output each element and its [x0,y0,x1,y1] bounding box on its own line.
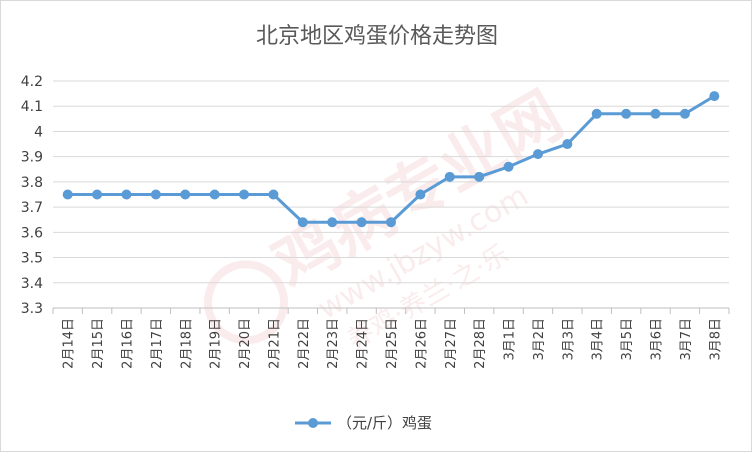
x-tick-label: 2月19日 [209,318,224,369]
data-point[interactable] [474,171,485,182]
data-point[interactable] [709,91,720,102]
y-tick-label: 3.6 [21,225,43,241]
x-tick-label: 2月22日 [297,318,312,369]
x-tick-label: 3月8日 [708,318,723,361]
x-tick-label: 3月3日 [561,318,576,361]
series [62,91,720,228]
y-tick-label: 4.1 [21,99,43,115]
x-tick-label: 3月4日 [591,318,606,361]
data-point[interactable] [62,189,73,200]
x-tick-label: 2月25日 [385,318,400,369]
x-tick-label: 2月27日 [444,318,459,369]
chart-title: 北京地区鸡蛋价格走势图 [256,24,498,49]
y-axis-ticks: 3.3 3.4 3.5 3.6 3.7 3.8 3.9 4 4.1 4.2 [21,74,43,317]
x-tick-label: 2月18日 [179,318,194,369]
data-point[interactable] [591,108,602,119]
data-point[interactable] [239,189,250,200]
x-tick-label: 3月5日 [620,318,635,361]
data-point[interactable] [503,161,514,172]
data-point[interactable] [150,189,161,200]
x-tick-label: 2月21日 [267,318,282,369]
y-tick-label: 3.4 [21,276,43,292]
data-point[interactable] [297,217,308,228]
data-point[interactable] [562,139,573,150]
x-tick-label: 2月14日 [62,318,77,369]
data-point[interactable] [650,108,661,119]
x-tick-label: 2月26日 [414,318,429,369]
y-tick-label: 3.5 [21,251,43,267]
y-tick-label: 4.2 [21,74,43,90]
x-tick-label: 2月23日 [326,318,341,369]
x-tick-label: 2月20日 [238,318,253,369]
x-tick-label: 3月1日 [503,318,518,361]
data-point[interactable] [268,189,279,200]
data-point[interactable] [621,108,632,119]
x-tick-label: 2月28日 [473,318,488,369]
data-point[interactable] [121,189,132,200]
y-tick-label: 4 [34,124,43,140]
y-tick-label: 3.8 [21,175,43,191]
data-point[interactable] [444,171,455,182]
data-point[interactable] [92,189,103,200]
data-point[interactable] [532,149,543,160]
y-tick-label: 3.7 [21,200,43,216]
x-tick-label: 3月6日 [650,318,665,361]
x-tick-label: 3月7日 [679,318,694,361]
y-tick-label: 3.3 [21,301,43,317]
data-point[interactable] [679,108,690,119]
x-tick-label: 3月2日 [532,318,547,361]
x-tick-label: 2月15日 [91,318,106,369]
data-point[interactable] [180,189,191,200]
legend[interactable]: （元/斤）鸡蛋 [295,414,432,432]
legend-marker-icon [308,418,318,428]
data-point[interactable] [386,217,396,228]
data-point[interactable] [327,217,338,228]
data-point[interactable] [415,189,426,200]
x-tick-label: 2月17日 [150,318,165,369]
x-axis-ticks: 2月14日 2月15日 2月16日 2月17日 2月18日 2月19日 2月20日 2月21日… [52,308,730,369]
legend-label: （元/斤）鸡蛋 [337,414,432,432]
x-tick-label: 2月24日 [356,318,371,369]
x-tick-label: 2月16日 [120,318,135,369]
data-point[interactable] [209,189,220,200]
data-point[interactable] [356,217,367,228]
y-tick-label: 3.9 [21,150,43,166]
